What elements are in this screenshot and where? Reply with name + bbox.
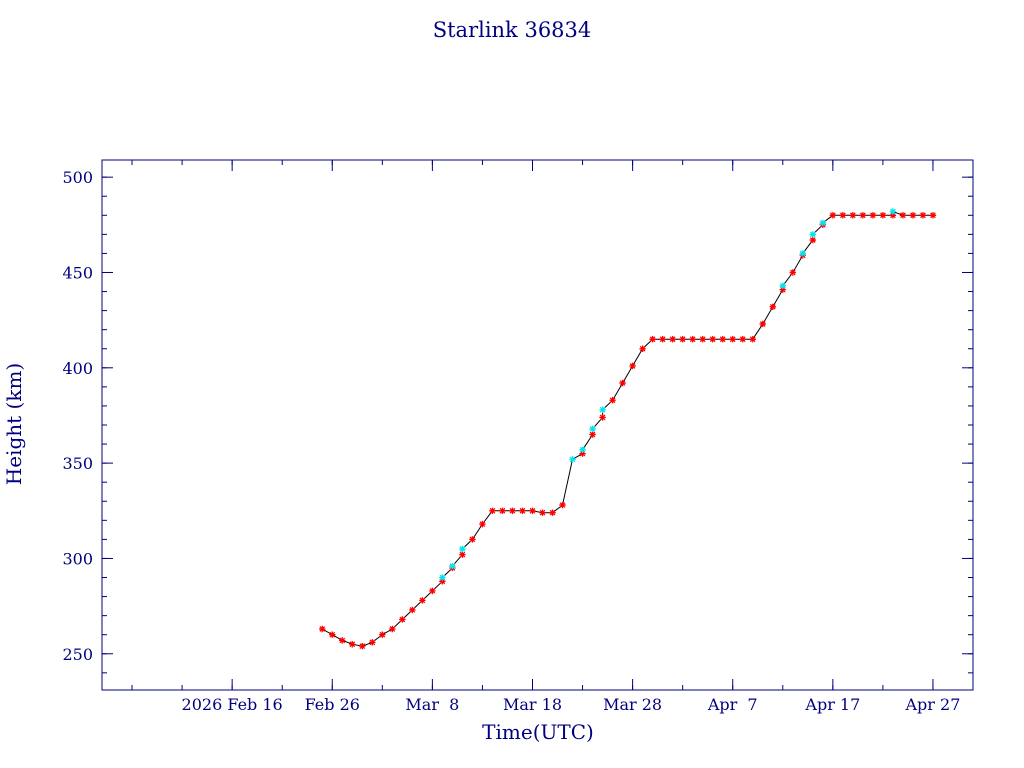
data-point — [519, 507, 526, 514]
data-point — [489, 507, 496, 514]
data-point — [869, 212, 877, 219]
plot-frame — [101, 159, 974, 691]
x-tick-label: Apr 7 — [707, 695, 758, 714]
trend-line — [322, 210, 933, 647]
data-point — [549, 509, 556, 516]
x-tick-label: Apr 17 — [804, 695, 860, 714]
data-point — [699, 336, 706, 343]
data-point — [749, 336, 756, 343]
data-point — [579, 450, 586, 457]
data-point — [559, 501, 566, 509]
data-point — [529, 507, 536, 514]
chart-title: Starlink 36834 — [433, 18, 592, 42]
x-tick-label: Apr 27 — [905, 695, 961, 714]
x-tick-label: 2026 Feb 16 — [182, 695, 283, 714]
data-point — [709, 336, 716, 343]
data-point — [649, 336, 656, 343]
data-point — [599, 406, 606, 413]
data-point — [719, 336, 726, 343]
data-point — [319, 625, 326, 633]
data-point — [679, 336, 686, 343]
y-tick-label: 250 — [62, 645, 93, 664]
y-tick-label: 300 — [62, 549, 93, 568]
data-point — [889, 208, 897, 215]
data-point — [779, 282, 786, 290]
data-point — [859, 212, 867, 219]
plot-area: 2026 Feb 16 Feb 26 Mar 8 Mar 18 Mar 28 Apr 7 A… — [62, 159, 974, 714]
data-point — [509, 507, 516, 514]
data-point — [889, 212, 897, 219]
x-axis-label: Time(UTC) — [482, 720, 594, 744]
data-point — [589, 425, 596, 433]
data-point — [619, 379, 626, 387]
data-point — [439, 574, 446, 581]
x-tick-label: Mar 8 — [405, 695, 459, 714]
y-tick-label: 450 — [62, 263, 93, 282]
data-point — [689, 336, 696, 343]
data-point — [569, 456, 576, 463]
data-point — [809, 231, 817, 238]
data-point — [729, 336, 736, 343]
data-point — [469, 536, 476, 543]
data-point — [849, 212, 857, 219]
data-point — [599, 414, 606, 421]
data-point — [879, 212, 887, 219]
data-point — [499, 507, 506, 514]
data-point — [459, 551, 466, 558]
data-point — [799, 250, 807, 257]
x-tick-label: Mar 18 — [503, 695, 562, 714]
data-point — [769, 303, 776, 310]
data-point — [399, 616, 406, 623]
y-tick-label: 500 — [62, 168, 93, 187]
data-point — [789, 269, 796, 276]
data-point — [739, 336, 746, 343]
data-point — [629, 362, 636, 370]
data-point — [449, 562, 456, 570]
data-point — [369, 639, 376, 646]
data-point — [759, 320, 766, 328]
data-point — [929, 212, 937, 219]
data-point — [899, 212, 907, 219]
data-point — [809, 236, 817, 244]
data-point — [539, 509, 546, 516]
data-point — [359, 642, 366, 650]
data-point — [419, 597, 426, 604]
data-point — [459, 545, 466, 553]
data-point — [439, 578, 446, 585]
data-point — [379, 631, 386, 638]
data-point — [429, 587, 436, 595]
data-point — [409, 606, 416, 614]
data-point — [819, 219, 827, 227]
data-point — [339, 637, 346, 644]
x-tick-label: Mar 28 — [603, 695, 662, 714]
data-point — [839, 212, 847, 219]
data-point — [589, 431, 596, 438]
data-point — [389, 625, 396, 633]
data-point — [329, 631, 336, 638]
data-point — [479, 520, 486, 528]
data-point — [779, 286, 786, 293]
y-tick-label: 400 — [62, 359, 93, 378]
y-tick-label: 350 — [62, 454, 93, 473]
x-tick-label: Feb 26 — [305, 695, 360, 714]
y-axis-label: Height (km) — [2, 363, 26, 485]
data-point — [909, 212, 917, 219]
data-point — [919, 212, 927, 219]
data-point — [609, 397, 616, 404]
data-point — [669, 336, 676, 343]
data-point — [659, 336, 666, 343]
data-point — [349, 641, 356, 648]
data-point — [829, 212, 837, 219]
data-point — [639, 345, 646, 352]
data-point — [579, 446, 586, 453]
